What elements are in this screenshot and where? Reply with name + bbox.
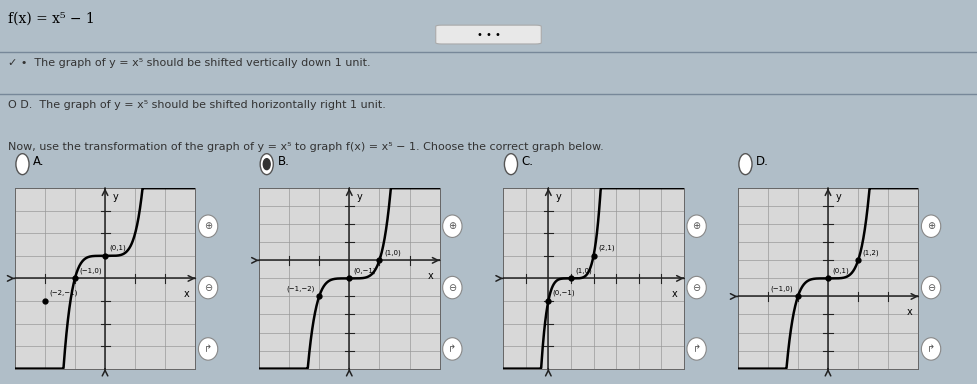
Text: ↱: ↱	[927, 344, 935, 354]
Text: ⊕: ⊕	[204, 221, 212, 231]
Text: x: x	[184, 289, 190, 299]
Circle shape	[443, 276, 462, 299]
Text: (2,1): (2,1)	[598, 245, 615, 251]
Text: (0,−1): (0,−1)	[354, 267, 376, 274]
Circle shape	[687, 338, 706, 360]
Text: y: y	[556, 192, 562, 202]
Text: ↱: ↱	[204, 344, 212, 354]
Text: x: x	[672, 289, 678, 299]
Text: ⊖: ⊖	[448, 283, 456, 293]
Text: (1,2): (1,2)	[863, 249, 879, 256]
Text: ⊕: ⊕	[448, 221, 456, 231]
Text: A.: A.	[33, 155, 45, 168]
Text: y: y	[112, 192, 118, 202]
Circle shape	[198, 338, 218, 360]
Text: ⊖: ⊖	[927, 283, 935, 293]
Circle shape	[504, 154, 518, 175]
Circle shape	[687, 276, 706, 299]
Text: (0,1): (0,1)	[832, 267, 849, 274]
Text: ⊖: ⊖	[693, 283, 701, 293]
Circle shape	[739, 154, 752, 175]
Text: y: y	[835, 192, 841, 202]
Text: x: x	[907, 307, 913, 317]
Circle shape	[198, 215, 218, 237]
Text: ↱: ↱	[693, 344, 701, 354]
Text: ⊕: ⊕	[927, 221, 935, 231]
Text: (0,1): (0,1)	[109, 245, 126, 251]
Circle shape	[260, 154, 274, 175]
Text: D.: D.	[756, 155, 769, 168]
Circle shape	[443, 338, 462, 360]
Text: (1,0): (1,0)	[575, 267, 592, 274]
Text: (−1,0): (−1,0)	[771, 285, 793, 292]
Text: (−1,0): (−1,0)	[79, 267, 102, 274]
Text: (0,−1): (0,−1)	[553, 290, 575, 296]
Text: y: y	[357, 192, 362, 202]
Circle shape	[921, 276, 941, 299]
Circle shape	[443, 215, 462, 237]
Circle shape	[198, 276, 218, 299]
Circle shape	[687, 215, 706, 237]
Circle shape	[16, 154, 29, 175]
Text: x: x	[428, 271, 434, 281]
Text: (−2,−1): (−2,−1)	[49, 290, 78, 296]
Text: Now, use the transformation of the graph of y = x⁵ to graph f(x) = x⁵ − 1. Choos: Now, use the transformation of the graph…	[8, 142, 604, 152]
Text: C.: C.	[522, 155, 533, 168]
Text: ↱: ↱	[448, 344, 456, 354]
Text: f(x) = x⁵ − 1: f(x) = x⁵ − 1	[8, 12, 95, 25]
Circle shape	[921, 338, 941, 360]
Text: ⊕: ⊕	[693, 221, 701, 231]
Circle shape	[263, 159, 271, 170]
Text: ⊖: ⊖	[204, 283, 212, 293]
Text: B.: B.	[277, 155, 289, 168]
FancyBboxPatch shape	[436, 25, 541, 44]
Text: O D.  The graph of y = x⁵ should be shifted horizontally right 1 unit.: O D. The graph of y = x⁵ should be shift…	[8, 100, 386, 110]
Text: ✓ •  The graph of y = x⁵ should be shifted vertically down 1 unit.: ✓ • The graph of y = x⁵ should be shifte…	[8, 58, 370, 68]
Text: (−1,−2): (−1,−2)	[286, 285, 315, 292]
Text: (1,0): (1,0)	[384, 249, 401, 256]
Circle shape	[921, 215, 941, 237]
Text: • • •: • • •	[477, 30, 500, 40]
